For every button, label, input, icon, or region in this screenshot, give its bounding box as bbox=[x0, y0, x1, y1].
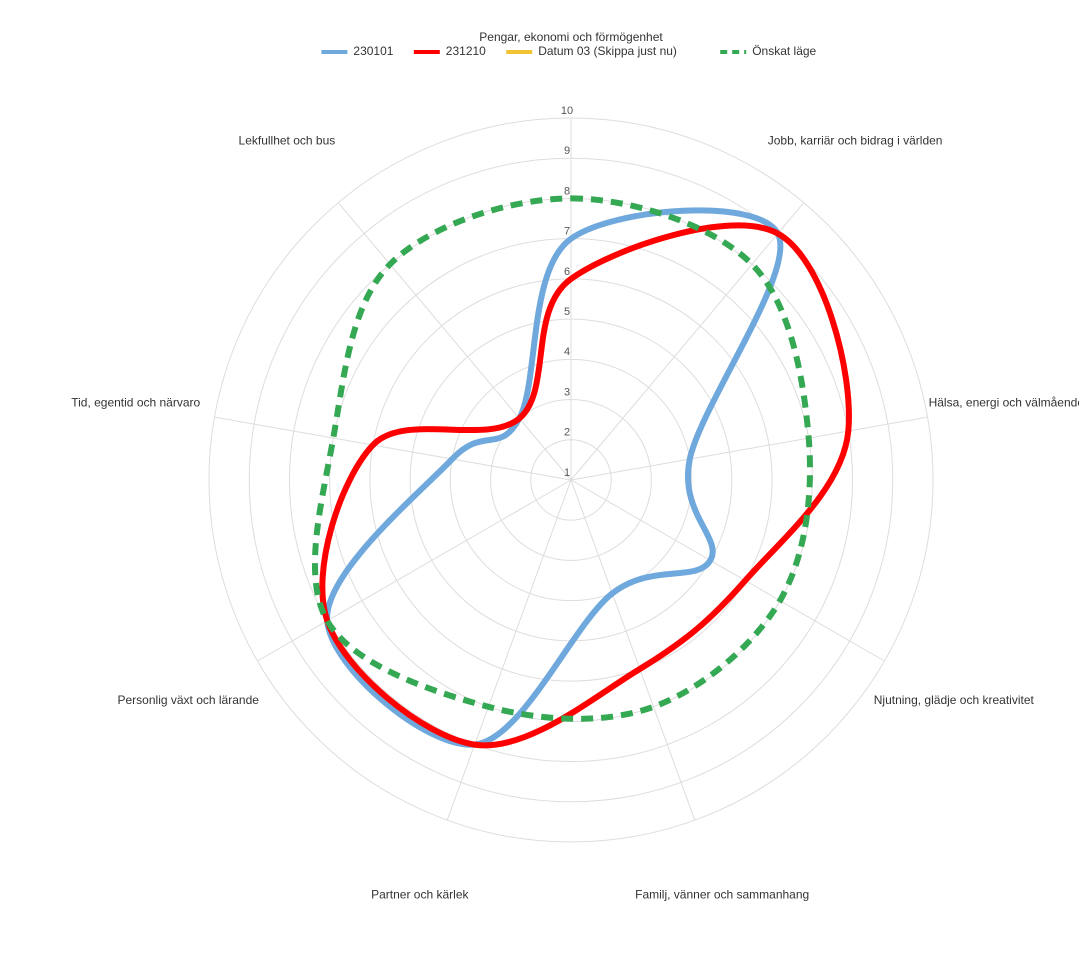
spoke bbox=[570, 479, 885, 662]
legend-label: 231210 bbox=[446, 44, 486, 58]
category-label: Familj, vänner och sammanhang bbox=[635, 888, 809, 902]
series-line bbox=[311, 195, 813, 722]
series-line bbox=[324, 207, 784, 748]
category-label: Personlig växt och lärande bbox=[118, 693, 260, 707]
legend-label: 230101 bbox=[353, 44, 393, 58]
spoke bbox=[257, 479, 572, 662]
spoke bbox=[446, 479, 572, 821]
legend: 230101 231210 Datum 03 (Skippa just nu) Öns… bbox=[321, 44, 817, 58]
y-tick-label: 4 bbox=[564, 346, 570, 358]
spoke bbox=[570, 202, 805, 481]
category-label: Partner och kärlek bbox=[371, 888, 469, 902]
y-tick-label: 3 bbox=[564, 386, 570, 398]
category-label: Pengar, ekonomi och förmögenhet bbox=[479, 30, 663, 44]
y-tick-label: 6 bbox=[564, 266, 570, 278]
series-line bbox=[319, 222, 852, 749]
y-tick-label: 7 bbox=[564, 226, 570, 238]
legend-label: Önskat läge bbox=[752, 44, 816, 58]
spoke bbox=[570, 479, 696, 821]
category-label: Jobb, karriär och bidrag i världen bbox=[768, 134, 943, 148]
category-label: Lekfullhet och bus bbox=[239, 134, 336, 148]
y-tick-label: 10 bbox=[561, 105, 573, 117]
y-tick-label: 8 bbox=[564, 185, 570, 197]
y-tick-label: 2 bbox=[564, 427, 570, 439]
category-label: Njutning, glädje och kreativitet bbox=[874, 693, 1035, 707]
category-label: Tid, egentid och närvaro bbox=[71, 395, 200, 409]
legend-label: Datum 03 (Skippa just nu) bbox=[538, 44, 677, 58]
spoke bbox=[570, 416, 928, 481]
spoke bbox=[337, 202, 572, 481]
spoke bbox=[214, 416, 572, 481]
y-tick-label: 1 bbox=[564, 467, 570, 479]
category-label: Hälsa, energi och välmående bbox=[929, 395, 1079, 409]
y-tick-label: 5 bbox=[564, 306, 570, 318]
y-tick-label: 9 bbox=[564, 145, 570, 157]
